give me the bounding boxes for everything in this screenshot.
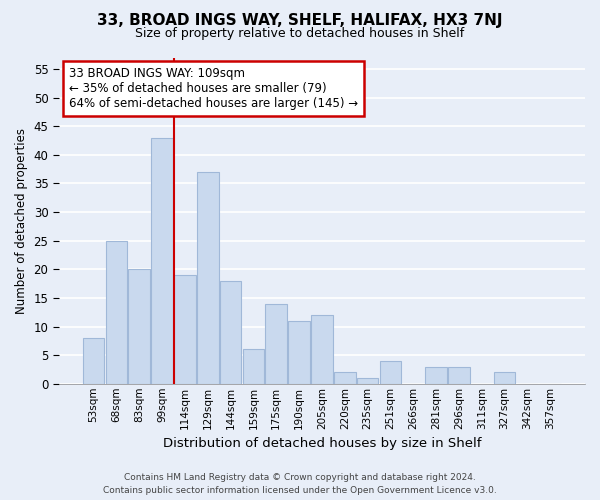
Bar [220,280,241,384]
Bar [425,366,447,384]
Bar [494,372,515,384]
Bar [334,372,356,384]
Text: Contains HM Land Registry data © Crown copyright and database right 2024.
Contai: Contains HM Land Registry data © Crown c… [103,473,497,495]
Bar [380,361,401,384]
Bar [128,270,150,384]
Text: Size of property relative to detached houses in Shelf: Size of property relative to detached ho… [136,28,464,40]
Bar [151,138,173,384]
Bar [106,240,127,384]
Bar [311,315,333,384]
Bar [242,350,264,384]
Bar [265,304,287,384]
Text: 33 BROAD INGS WAY: 109sqm
← 35% of detached houses are smaller (79)
64% of semi-: 33 BROAD INGS WAY: 109sqm ← 35% of detac… [70,68,358,110]
Bar [197,172,218,384]
Y-axis label: Number of detached properties: Number of detached properties [15,128,28,314]
Bar [174,275,196,384]
Bar [288,321,310,384]
Bar [83,338,104,384]
Bar [357,378,379,384]
Text: 33, BROAD INGS WAY, SHELF, HALIFAX, HX3 7NJ: 33, BROAD INGS WAY, SHELF, HALIFAX, HX3 … [97,12,503,28]
Bar [448,366,470,384]
X-axis label: Distribution of detached houses by size in Shelf: Distribution of detached houses by size … [163,437,481,450]
